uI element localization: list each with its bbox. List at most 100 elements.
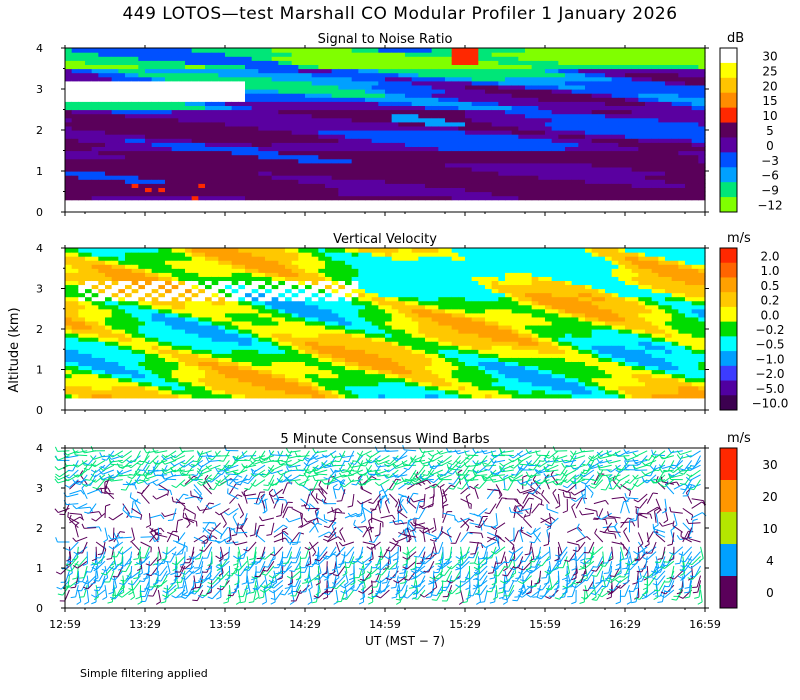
snr-cell — [571, 64, 579, 70]
snr-cell — [171, 162, 179, 168]
velocity-cell — [198, 284, 206, 290]
snr-cell — [538, 146, 546, 152]
snr-cell — [365, 84, 373, 90]
legend-label: −9 — [761, 184, 779, 198]
snr-cell — [311, 113, 319, 119]
snr-cell — [338, 138, 346, 143]
snr-cell — [431, 68, 439, 74]
snr-cell — [405, 60, 413, 65]
snr-cell — [71, 72, 79, 78]
velocity-cell — [125, 361, 133, 367]
snr-cell — [98, 171, 106, 176]
velocity-cell — [131, 353, 139, 358]
snr-cell — [611, 101, 619, 106]
snr-cell — [538, 134, 546, 139]
snr-cell — [565, 146, 573, 152]
velocity-cell — [231, 316, 239, 322]
velocity-cell — [218, 341, 226, 346]
snr-cell — [105, 195, 113, 201]
snr-cell — [331, 93, 339, 98]
snr-cell — [65, 130, 73, 135]
snr-cell — [105, 158, 113, 164]
snr-cell — [411, 48, 419, 53]
velocity-cell — [278, 320, 286, 326]
velocity-cell — [205, 337, 213, 342]
snr-cell — [398, 56, 406, 61]
snr-cell — [251, 84, 259, 90]
snr-cell — [571, 56, 579, 61]
velocity-cell — [125, 365, 133, 371]
snr-cell — [598, 72, 606, 78]
snr-cell — [98, 105, 106, 111]
snr-cell — [598, 171, 606, 176]
velocity-cell — [78, 308, 86, 314]
snr-cell — [85, 142, 93, 147]
snr-cell — [78, 142, 86, 147]
velocity-cell — [91, 284, 99, 290]
velocity-cell — [165, 280, 173, 286]
snr-cell — [418, 179, 426, 184]
snr-cell — [445, 125, 453, 131]
snr-cell — [118, 97, 126, 102]
snr-cell — [151, 101, 159, 106]
snr-cell — [91, 76, 99, 82]
snr-cell — [678, 52, 686, 57]
snr-cell — [185, 117, 193, 123]
snr-cell — [371, 179, 379, 184]
snr-cell — [111, 162, 119, 168]
velocity-cell — [231, 333, 239, 338]
snr-cell — [365, 158, 373, 164]
snr-cell — [498, 48, 506, 53]
snr-cell — [191, 146, 199, 152]
velocity-cell — [85, 260, 93, 265]
snr-cell — [178, 142, 186, 147]
velocity-cell — [225, 389, 233, 395]
velocity-cell — [125, 349, 133, 354]
velocity-cell — [145, 389, 153, 395]
snr-cell — [618, 138, 626, 143]
snr-cell — [425, 64, 433, 70]
velocity-cell — [205, 316, 213, 322]
snr-cell — [338, 183, 346, 188]
snr-cell — [198, 142, 206, 147]
snr-cell — [545, 48, 553, 53]
velocity-cell — [65, 280, 73, 286]
velocity-cell — [145, 337, 153, 342]
snr-cell — [565, 187, 573, 193]
snr-cell — [118, 142, 126, 147]
snr-cell — [385, 97, 393, 102]
snr-cell — [285, 64, 293, 70]
snr-cell — [351, 48, 359, 53]
snr-cell — [278, 117, 286, 123]
snr-cell — [351, 105, 359, 111]
snr-cell — [358, 101, 366, 106]
snr-cell — [405, 109, 413, 115]
velocity-cell — [165, 369, 173, 375]
velocity-cell — [165, 357, 173, 362]
velocity-cell — [225, 260, 233, 265]
velocity-cell — [131, 377, 139, 383]
snr-cell — [358, 191, 366, 197]
snr-cell — [318, 121, 326, 127]
snr-cell — [445, 93, 453, 98]
snr-cell — [665, 195, 673, 201]
velocity-cell — [271, 341, 279, 346]
velocity-cell — [118, 296, 126, 302]
velocity-cell — [111, 260, 119, 265]
snr-cell — [271, 52, 279, 57]
snr-cell — [598, 154, 606, 160]
velocity-cell — [291, 248, 299, 253]
velocity-cell — [125, 385, 133, 391]
snr-cell — [671, 150, 679, 156]
snr-cell — [691, 76, 699, 82]
velocity-cell — [145, 280, 153, 286]
velocity-cell — [291, 256, 299, 261]
snr-cell — [671, 48, 679, 53]
snr-cell — [258, 138, 266, 143]
velocity-cell — [191, 312, 199, 318]
velocity-cell — [225, 377, 233, 383]
snr-cell — [178, 146, 186, 152]
snr-cell — [538, 183, 546, 188]
snr-cell — [331, 89, 339, 94]
velocity-cell — [211, 264, 219, 269]
